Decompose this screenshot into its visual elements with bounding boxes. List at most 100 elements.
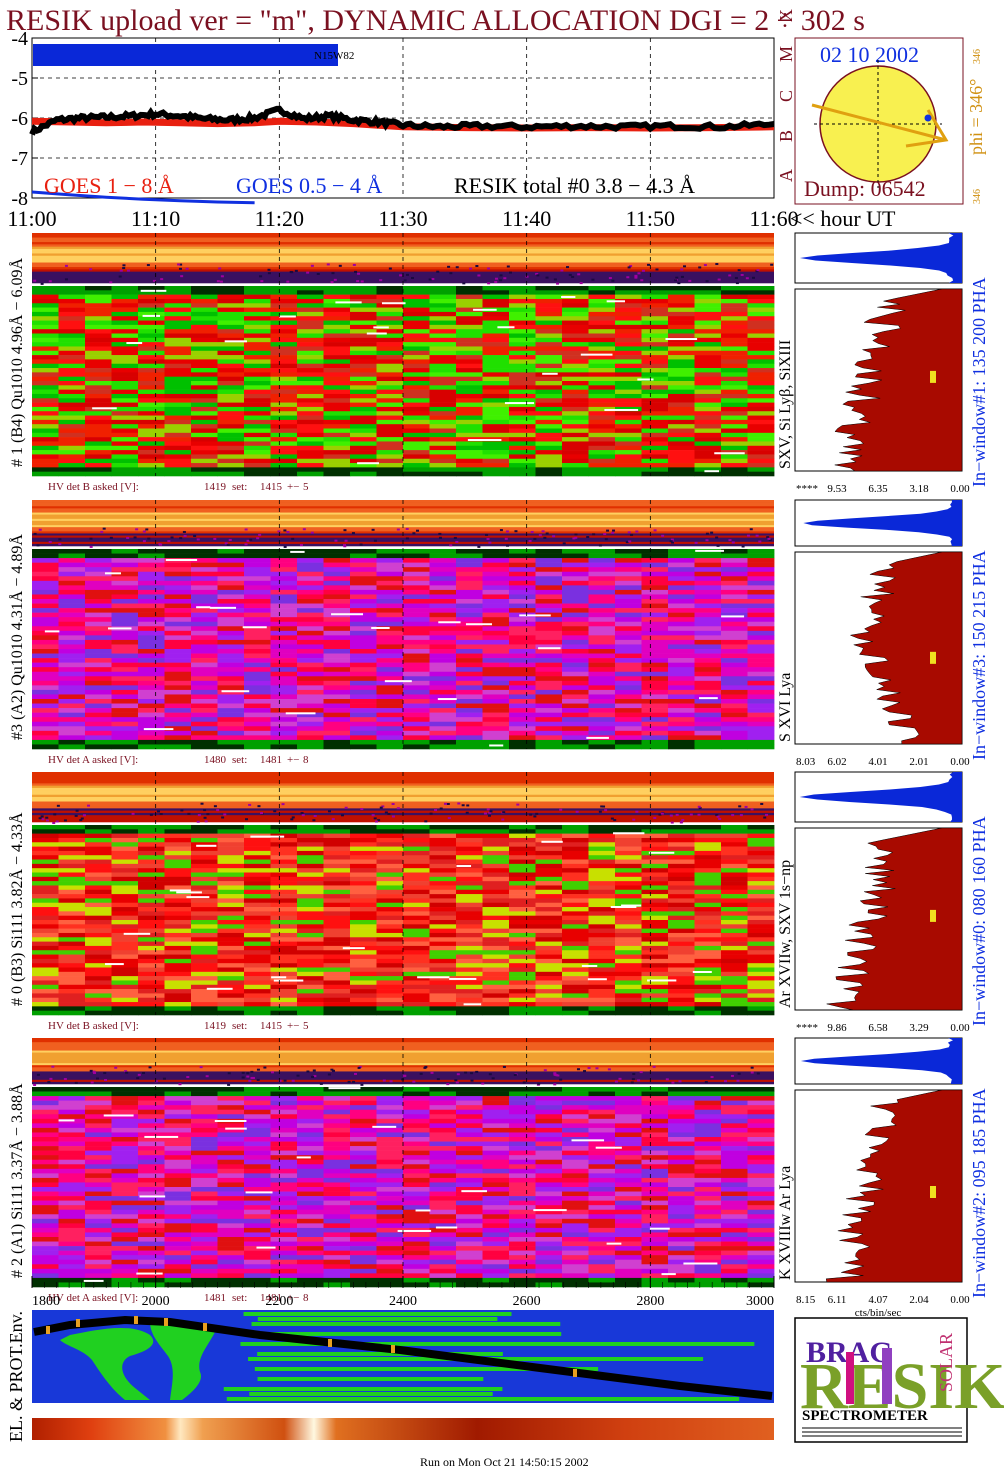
spectrogram-cell [535,1010,563,1016]
spectrogram-cell [270,450,298,455]
spectrogram-cell [85,689,112,695]
spectrogram-cell [164,359,192,365]
spectrogram-cell [58,1127,86,1133]
top-strip-speckle [502,811,506,814]
spectrogram-cell [509,329,536,334]
spectrogram-cell [641,450,669,455]
top-strip-speckle [377,819,381,822]
spectrogram-cell [588,744,616,750]
spectrogram-cell [191,1006,218,1011]
spectrogram-cell [58,932,86,938]
top-strip-speckle [313,1075,317,1078]
spectrogram-cell [217,1127,245,1133]
spectrogram-cell [58,450,86,455]
spectrogram-cell [429,730,457,736]
spectrogram-cell [323,1250,351,1256]
spectrogram-cell [323,471,351,477]
spectrogram-cell [217,902,245,908]
spectrogram-cell [111,744,139,750]
spectrogram-cell [164,311,192,317]
spectrogram-cell [58,372,86,377]
spectrogram-cell [376,989,404,994]
spectrogram-cell [217,1277,245,1283]
spectrogram-cell [562,846,589,852]
spectrogram-cell [191,898,218,904]
spectrogram-cell [350,915,377,921]
spectrogram-cell [668,467,695,472]
spectrogram-cell [694,1010,722,1016]
spectrogram-cell [482,708,510,713]
spectrogram-cell [111,717,139,723]
spectrogram-cell [323,311,351,317]
spectrogram-cell [562,989,589,994]
spectrogram-cell [32,653,59,659]
spectrogram-cell [429,941,457,947]
spectrogram-cell [111,553,139,559]
spectrogram-cell [562,359,589,365]
spectrogram-cell [694,889,722,895]
spectrogram-cell [429,567,457,573]
spectrogram-cell [509,415,536,421]
spectrogram-cell [615,863,642,869]
spectrogram-cell [297,685,324,691]
spectrogram-cell [138,303,165,308]
spectrogram-cell [668,368,695,373]
spectrogram-cell [138,967,165,973]
spectrogram-cell [270,298,298,304]
spectrogram-cell [562,424,589,429]
spectrogram-cell [138,363,165,369]
spectrogram-cell [668,303,695,308]
spectrogram-cell [588,603,616,609]
spectrogram-cell [323,1214,351,1220]
spectrogram-cell [191,1218,218,1224]
spectrogram-cell [615,316,642,321]
spectrogram-cell [323,1273,351,1279]
top-strip-speckle [344,806,348,809]
spectrogram-cell [217,1264,245,1270]
spectrogram-cell [32,833,59,839]
spectrogram-cell [138,658,165,663]
spectrogram-cell [509,424,536,429]
spectrogram-cell [456,850,483,856]
spectrogram-cell [721,329,748,334]
spectrogram-cell [482,381,510,386]
spectrogram-cell [694,441,722,447]
spectrogram-cell [615,626,642,632]
spectrogram-cell [535,549,563,554]
top-strip-speckle [716,544,720,547]
spectrogram-cell [191,680,218,686]
spectrogram-cell [668,1010,695,1016]
spectrogram-cell [32,1218,59,1224]
spectrogram-cell [456,915,483,921]
spectrogram-cell [270,621,298,627]
spectrogram-cell [85,1146,112,1151]
spectrogram-cell [85,945,112,951]
spectrogram-cell [323,898,351,904]
spectrogram-cell [721,699,748,704]
spectrogram-cell [562,855,589,860]
spectrogram-cell [482,630,510,636]
spectrogram-cell [376,612,404,618]
spectrogram-cell [297,571,324,577]
spectrogram-cell [482,963,510,968]
spectrogram-cell [403,553,430,559]
top-strip-speckle [310,531,314,534]
spectrogram-cell [217,881,245,886]
spectrogram-cell [138,571,165,577]
spectrogram-cell [509,950,536,955]
spectrogram-cell [297,1255,324,1261]
spectrogram-cell [164,567,192,573]
spectrogram-cell [376,402,404,408]
spectrogram-cell [641,589,669,595]
spectrogram-cell [32,872,59,878]
spectrogram-cell [111,829,139,834]
spectrogram-cell [429,415,457,421]
spectrogram-cell [482,580,510,586]
spectrogram-cell [615,639,642,645]
spectrogram-cell [403,363,430,369]
spectrogram-cell [297,329,324,334]
spectrogram-cell [535,833,563,839]
spectrogram-cell [323,419,351,425]
spectrogram-cell [270,730,298,736]
top-strip-speckle [513,1073,517,1076]
